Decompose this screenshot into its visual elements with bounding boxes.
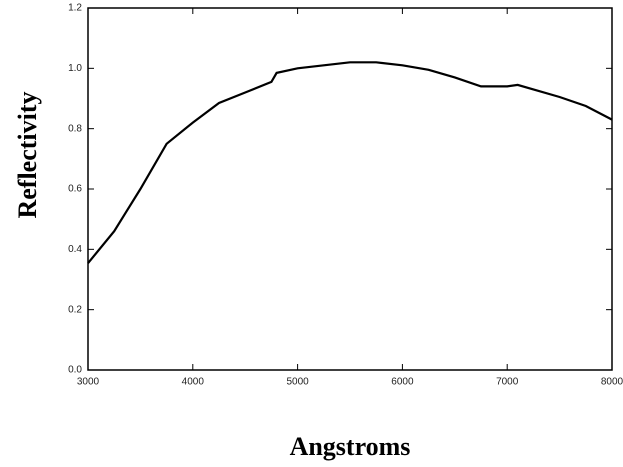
x-axis-title: Angstroms [290,432,411,461]
y-tick-label: 0.0 [68,365,82,376]
y-tick-label: 1.0 [68,63,82,74]
y-tick-label: 0.8 [68,123,82,134]
data-line [87,61,613,264]
x-tick-label: 7000 [496,377,519,388]
x-tick-label: 3000 [77,377,100,388]
y-axis-title: Reflectivity [13,91,42,218]
y-tick-label: 0.2 [68,304,82,315]
x-tick-label: 6000 [391,377,414,388]
y-tick-label: 0.6 [68,184,82,195]
x-tick-label: 5000 [286,377,309,388]
x-tick-label: 8000 [601,377,623,388]
x-tick-label: 4000 [182,377,205,388]
y-tick-label: 0.4 [68,244,82,255]
y-tick-label: 1.2 [68,3,82,14]
